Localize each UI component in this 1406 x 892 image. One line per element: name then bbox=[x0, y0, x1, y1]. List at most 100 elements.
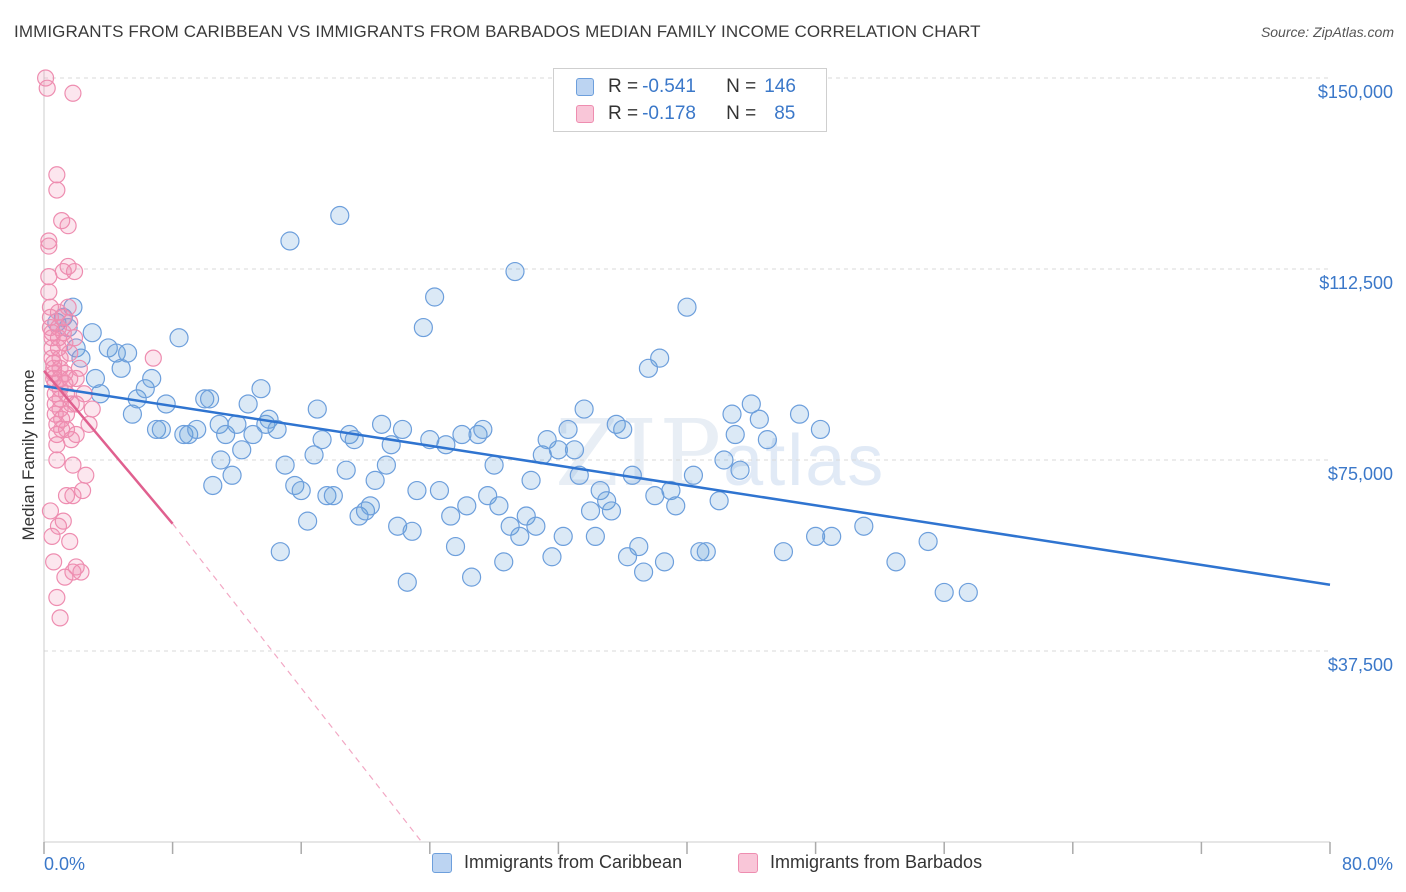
point-caribbean bbox=[934, 582, 954, 603]
y-tick-label: $112,500 bbox=[1319, 273, 1393, 293]
point-caribbean bbox=[388, 516, 408, 536]
point-barbados bbox=[56, 334, 74, 352]
point-caribbean bbox=[505, 261, 525, 282]
point-caribbean bbox=[654, 552, 675, 572]
point-barbados bbox=[49, 303, 68, 321]
point-caribbean bbox=[677, 297, 697, 317]
point-caribbean bbox=[958, 582, 978, 603]
point-barbados bbox=[61, 344, 79, 362]
point-barbados bbox=[56, 568, 74, 586]
point-caribbean bbox=[574, 399, 594, 419]
x-tick-label-min: 0.0% bbox=[44, 854, 85, 874]
point-barbados bbox=[61, 313, 79, 332]
legend-n-value: 146 bbox=[764, 76, 796, 97]
point-caribbean bbox=[151, 419, 171, 440]
point-caribbean bbox=[243, 424, 263, 445]
series-caribbean-points bbox=[47, 205, 978, 603]
point-caribbean bbox=[805, 526, 826, 547]
point-caribbean bbox=[500, 516, 520, 536]
point-caribbean bbox=[211, 450, 231, 470]
point-caribbean bbox=[317, 486, 337, 506]
point-caribbean bbox=[117, 343, 138, 363]
point-caribbean bbox=[548, 440, 569, 460]
trend-lines bbox=[43, 370, 1331, 843]
point-barbados bbox=[72, 563, 90, 581]
point-barbados bbox=[144, 349, 162, 367]
point-caribbean bbox=[174, 424, 194, 445]
point-caribbean bbox=[187, 419, 207, 440]
point-barbados bbox=[48, 166, 66, 184]
bottom-legend-swatch-pink bbox=[738, 852, 758, 873]
point-caribbean bbox=[886, 552, 906, 572]
point-caribbean bbox=[590, 480, 610, 501]
point-caribbean bbox=[82, 323, 102, 343]
point-caribbean bbox=[238, 394, 258, 414]
legend-row-barbados: R = -0.178 N = 85 bbox=[576, 101, 795, 127]
point-caribbean bbox=[304, 445, 324, 465]
point-caribbean bbox=[122, 404, 143, 424]
point-caribbean bbox=[749, 409, 769, 429]
bottom-legend-label: Immigrants from Caribbean bbox=[464, 852, 683, 872]
point-caribbean bbox=[666, 496, 686, 516]
point-caribbean bbox=[222, 465, 242, 485]
point-caribbean bbox=[601, 501, 622, 521]
point-caribbean bbox=[146, 419, 167, 440]
point-barbados bbox=[48, 451, 66, 469]
point-caribbean bbox=[199, 389, 220, 409]
point-caribbean bbox=[918, 531, 938, 552]
legend-r-label: R = bbox=[608, 103, 639, 124]
point-barbados bbox=[41, 502, 60, 520]
point-caribbean bbox=[580, 501, 601, 521]
point-caribbean bbox=[741, 394, 761, 414]
point-caribbean bbox=[709, 491, 729, 511]
point-barbados bbox=[51, 609, 69, 627]
trend-line-barbados bbox=[43, 370, 174, 525]
point-barbados bbox=[67, 425, 85, 444]
point-barbados bbox=[67, 558, 85, 576]
point-caribbean bbox=[521, 470, 541, 490]
point-caribbean bbox=[714, 450, 734, 470]
point-barbados bbox=[54, 512, 72, 530]
point-caribbean bbox=[436, 435, 456, 455]
point-caribbean bbox=[854, 516, 874, 536]
point-caribbean bbox=[285, 475, 305, 496]
point-barbados bbox=[43, 329, 61, 347]
point-caribbean bbox=[757, 430, 777, 450]
point-caribbean bbox=[429, 480, 450, 501]
point-caribbean bbox=[142, 368, 162, 389]
point-caribbean bbox=[542, 547, 562, 567]
point-caribbean bbox=[696, 542, 716, 562]
point-caribbean bbox=[441, 506, 461, 526]
point-caribbean bbox=[564, 440, 585, 460]
point-caribbean bbox=[489, 496, 509, 516]
point-barbados bbox=[45, 553, 63, 571]
point-caribbean bbox=[645, 486, 665, 506]
point-caribbean bbox=[275, 455, 295, 475]
point-barbados bbox=[43, 527, 61, 546]
y-tick-label: $37,500 bbox=[1328, 655, 1393, 675]
point-barbados bbox=[64, 84, 82, 102]
x-tick-label-max: 80.0% bbox=[1342, 854, 1393, 874]
point-barbados bbox=[53, 410, 71, 428]
point-caribbean bbox=[633, 562, 654, 582]
point-barbados bbox=[51, 349, 69, 367]
point-barbados bbox=[49, 517, 68, 535]
point-caribbean bbox=[452, 424, 472, 445]
legend-r-value: -0.541 bbox=[642, 76, 696, 97]
point-caribbean bbox=[106, 343, 126, 363]
point-caribbean bbox=[85, 368, 106, 389]
point-caribbean bbox=[683, 465, 704, 485]
point-caribbean bbox=[203, 475, 223, 496]
legend-swatch-pink bbox=[576, 105, 594, 123]
point-barbados bbox=[57, 420, 76, 439]
bottom-legend-swatch-blue bbox=[432, 852, 452, 873]
point-caribbean bbox=[298, 511, 318, 531]
point-barbados bbox=[67, 369, 85, 388]
point-caribbean bbox=[494, 552, 514, 572]
tick-labels: $150,000 $112,500 $75,000 $37,500 0.0% 80.0% bbox=[44, 82, 1393, 874]
point-barbados bbox=[40, 232, 58, 250]
legend-r-value: -0.178 bbox=[642, 103, 696, 124]
point-caribbean bbox=[195, 389, 215, 409]
point-caribbean bbox=[730, 460, 750, 480]
point-caribbean bbox=[413, 317, 433, 338]
